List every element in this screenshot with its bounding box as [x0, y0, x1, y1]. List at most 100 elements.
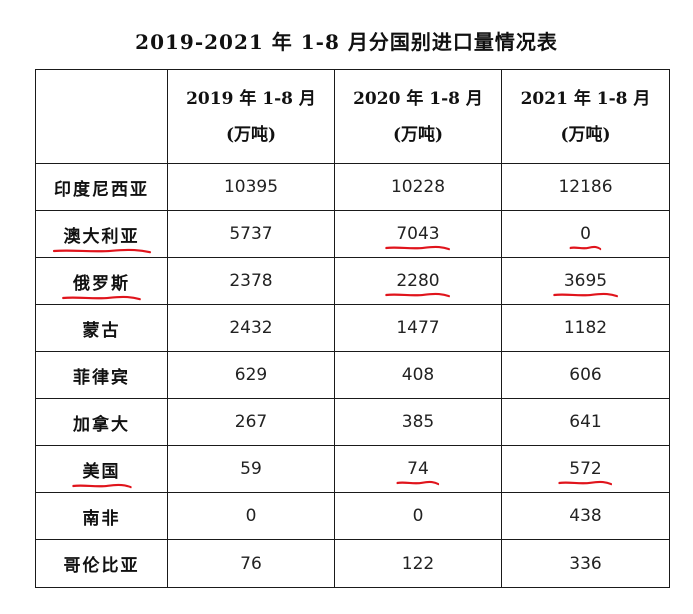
- country-name: 印度尼西亚: [54, 179, 149, 200]
- import-value: 629: [234, 365, 268, 385]
- import-volume-table: 2019 年 1-8 月 (万吨) 2020 年 1-8 月 (万吨) 2021…: [35, 69, 670, 588]
- import-value: 408: [401, 365, 435, 385]
- country-name: 澳大利亚: [52, 222, 151, 253]
- country-cell: 蒙古: [35, 304, 168, 352]
- import-value: 74: [396, 459, 440, 486]
- country-name: 菲律宾: [73, 367, 130, 388]
- header-2020-period: 2020 年 1-8 月: [353, 88, 483, 109]
- import-value: 12186: [558, 177, 613, 197]
- header-2021-period: 2021 年 1-8 月: [520, 88, 651, 109]
- import-value: 10228: [390, 177, 446, 197]
- value-cell-2020: 1477: [334, 304, 502, 352]
- red-underline-mark: [558, 480, 613, 486]
- value-cell-2021: 12186: [501, 163, 670, 211]
- header-2019: 2019 年 1-8 月 (万吨): [167, 69, 335, 164]
- import-value: 1182: [563, 318, 608, 338]
- value-cell-2020: 74: [334, 445, 502, 493]
- country-name: 蒙古: [82, 320, 121, 341]
- import-value: 641: [569, 412, 602, 432]
- country-cell: 澳大利亚: [35, 210, 168, 258]
- import-value: 572: [558, 459, 613, 486]
- country-name: 南非: [82, 508, 121, 529]
- country-cell: 哥伦比亚: [35, 539, 168, 588]
- country-cell: 俄罗斯: [35, 257, 168, 305]
- country-cell: 加拿大: [35, 398, 168, 446]
- country-name: 俄罗斯: [62, 269, 141, 300]
- value-cell-2019: 59: [167, 445, 335, 493]
- import-value: 0: [412, 506, 424, 526]
- country-name: 美国: [71, 457, 132, 488]
- import-value: 2378: [229, 271, 273, 291]
- value-cell-2020: 2280: [334, 257, 502, 305]
- country-name: 加拿大: [73, 414, 130, 435]
- header-2020-unit: (万吨): [392, 124, 444, 145]
- value-cell-2020: 122: [334, 539, 502, 588]
- import-value: 2280: [385, 271, 451, 298]
- value-cell-2020: 10228: [334, 163, 502, 211]
- header-2019-period: 2019 年 1-8 月: [186, 88, 316, 109]
- import-value: 1477: [396, 318, 440, 338]
- country-cell: 印度尼西亚: [35, 163, 168, 211]
- import-value: 3695: [553, 271, 618, 298]
- red-underline-mark: [569, 245, 602, 251]
- header-row: 2019 年 1-8 月 (万吨) 2020 年 1-8 月 (万吨) 2021…: [35, 69, 670, 164]
- header-corner: [35, 69, 168, 164]
- country-cell: 美国: [35, 445, 168, 493]
- table-row: 南非 0 0 438: [35, 492, 670, 540]
- table-row: 菲律宾 629 408 606: [35, 351, 670, 399]
- table-row: 俄罗斯 2378 2280 3695: [35, 257, 670, 305]
- value-cell-2021: 3695: [501, 257, 670, 305]
- table-title: 2019-2021 年 1-8 月分国别进口量情况表: [135, 30, 558, 54]
- table-row: 加拿大 267 385 641: [35, 398, 670, 446]
- red-underline-mark: [62, 295, 141, 301]
- value-cell-2019: 76: [167, 539, 335, 588]
- table-row: 美国 59 74 572: [35, 445, 670, 493]
- value-cell-2021: 336: [501, 539, 670, 588]
- table-row: 澳大利亚 5737 7043 0: [35, 210, 670, 258]
- header-2020: 2020 年 1-8 月 (万吨): [334, 69, 502, 164]
- value-cell-2020: 408: [334, 351, 502, 399]
- import-value: 59: [240, 459, 262, 479]
- red-underline-mark: [553, 292, 618, 298]
- table-row: 蒙古 2432 1477 1182: [35, 304, 670, 352]
- value-cell-2019: 0: [167, 492, 335, 540]
- value-cell-2019: 10395: [167, 163, 335, 211]
- value-cell-2019: 5737: [167, 210, 335, 258]
- value-cell-2020: 7043: [334, 210, 502, 258]
- import-value: 438: [569, 506, 602, 526]
- value-cell-2019: 2378: [167, 257, 335, 305]
- import-value: 2432: [229, 318, 273, 338]
- table-row: 哥伦比亚 76 122 336: [35, 539, 670, 588]
- red-underline-mark: [71, 483, 132, 489]
- value-cell-2021: 641: [501, 398, 670, 446]
- country-cell: 南非: [35, 492, 168, 540]
- value-cell-2020: 0: [334, 492, 502, 540]
- country-cell: 菲律宾: [35, 351, 168, 399]
- header-2019-unit: (万吨): [225, 124, 277, 145]
- value-cell-2021: 1182: [501, 304, 670, 352]
- import-value: 0: [245, 506, 257, 526]
- value-cell-2019: 2432: [167, 304, 335, 352]
- header-2021: 2021 年 1-8 月 (万吨): [501, 69, 670, 164]
- value-cell-2021: 572: [501, 445, 670, 493]
- import-value: 7043: [385, 224, 451, 251]
- table-row: 印度尼西亚 10395 10228 12186: [35, 163, 670, 211]
- value-cell-2020: 385: [334, 398, 502, 446]
- import-value: 122: [401, 553, 435, 574]
- red-underline-mark: [52, 248, 151, 254]
- red-underline-mark: [396, 480, 440, 486]
- country-name: 哥伦比亚: [63, 556, 140, 576]
- import-value: 336: [569, 553, 602, 574]
- import-value: 10395: [223, 177, 279, 197]
- red-underline-mark: [385, 245, 451, 251]
- value-cell-2021: 0: [501, 210, 670, 258]
- import-value: 267: [234, 412, 268, 432]
- import-value: 0: [569, 224, 602, 251]
- header-2021-unit: (万吨): [560, 124, 611, 145]
- import-value: 76: [240, 553, 262, 574]
- import-value: 5737: [229, 224, 273, 244]
- value-cell-2019: 629: [167, 351, 335, 399]
- import-value: 385: [401, 412, 435, 432]
- value-cell-2021: 438: [501, 492, 670, 540]
- red-underline-mark: [385, 292, 451, 298]
